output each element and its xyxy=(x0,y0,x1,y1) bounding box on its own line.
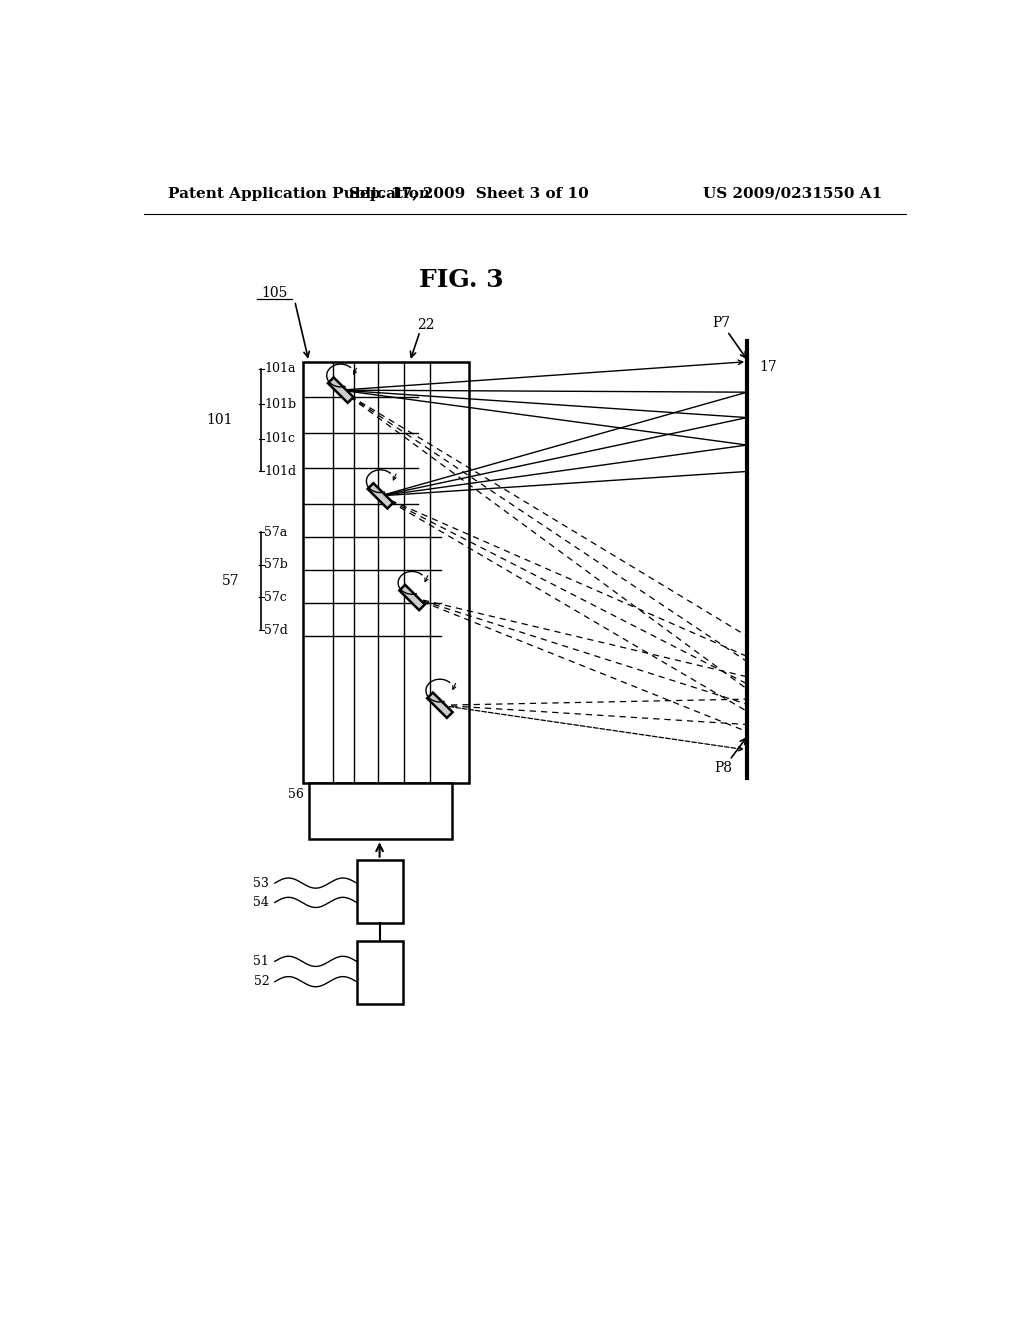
Text: 54: 54 xyxy=(253,896,269,909)
Text: 57c: 57c xyxy=(264,591,288,605)
Text: 57: 57 xyxy=(221,574,240,589)
Text: 101b: 101b xyxy=(264,397,297,411)
Text: 51: 51 xyxy=(253,954,269,968)
Text: 105: 105 xyxy=(261,285,288,300)
Polygon shape xyxy=(328,378,353,403)
Text: Patent Application Publication: Patent Application Publication xyxy=(168,187,430,201)
Text: Sep. 17, 2009  Sheet 3 of 10: Sep. 17, 2009 Sheet 3 of 10 xyxy=(349,187,589,201)
Bar xyxy=(309,784,452,840)
Text: P7: P7 xyxy=(713,315,731,330)
Bar xyxy=(356,859,402,923)
Text: 101a: 101a xyxy=(264,362,296,375)
Text: 101: 101 xyxy=(206,413,232,428)
Polygon shape xyxy=(399,585,425,610)
Text: 52: 52 xyxy=(254,975,269,989)
Text: US 2009/0231550 A1: US 2009/0231550 A1 xyxy=(702,187,882,201)
Text: 17: 17 xyxy=(759,360,776,374)
Text: 101d: 101d xyxy=(264,465,297,478)
Text: 101c: 101c xyxy=(264,433,296,445)
Bar xyxy=(356,941,402,1005)
Text: FIG. 3: FIG. 3 xyxy=(419,268,504,292)
Text: 56: 56 xyxy=(289,788,304,801)
Bar xyxy=(303,362,469,784)
Text: 57b: 57b xyxy=(264,558,289,572)
Polygon shape xyxy=(368,483,393,508)
Text: 22: 22 xyxy=(417,318,434,333)
Text: 57a: 57a xyxy=(264,525,288,539)
Text: 53: 53 xyxy=(253,876,269,890)
Text: 57d: 57d xyxy=(264,623,289,636)
Text: P8: P8 xyxy=(714,762,732,775)
Polygon shape xyxy=(427,693,453,718)
